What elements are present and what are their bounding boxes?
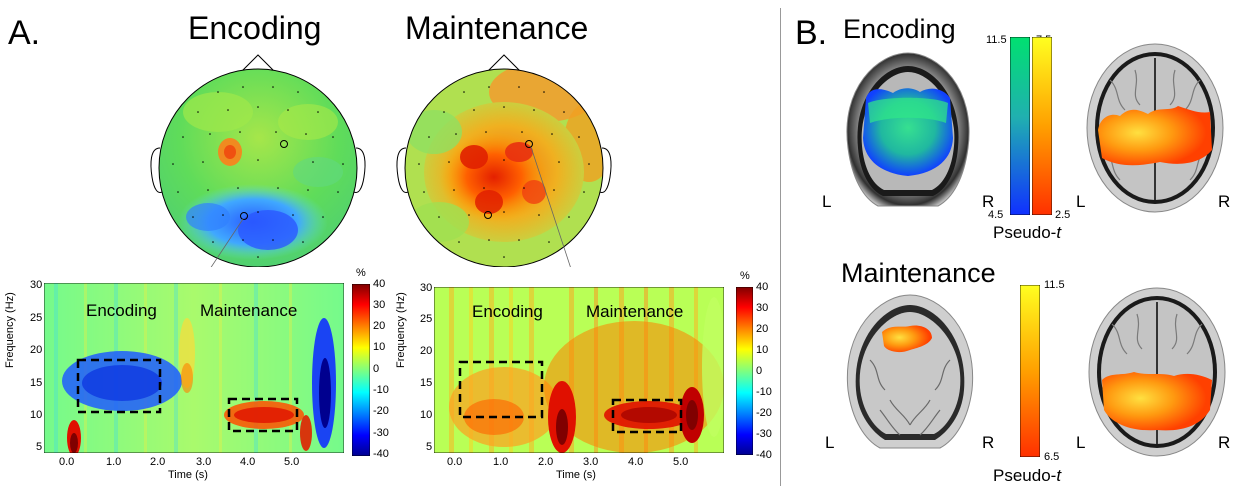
tf2-xtick: 3.0: [583, 456, 599, 468]
tf2-cb-tick: 0: [756, 365, 763, 377]
enc-cb-green-top: 11.5: [986, 34, 1007, 46]
enc-pseudo-t-label: Pseudo-t: [993, 223, 1062, 242]
maintenance-axial-brain: [1088, 287, 1226, 457]
tf1-cb-tick: 10: [373, 341, 386, 353]
tf2-xtick: 1.0: [493, 456, 509, 468]
enc-cb-red-bottom: 2.5: [1055, 209, 1071, 221]
tf1-ytick: 20: [30, 344, 43, 356]
tf2-ytick: 30: [420, 282, 433, 294]
tf2-xlabel: Time (s): [556, 469, 596, 481]
tf2-ytick: 5: [426, 441, 433, 453]
maint-axial-right-mark: R: [1218, 433, 1231, 452]
maintenance-scalp-map: [396, 54, 612, 267]
maint-coronal-left-mark: L: [825, 433, 835, 452]
tf2-plot: [434, 287, 724, 453]
panel-divider: [780, 8, 781, 486]
tf2-cb-tick: 10: [756, 344, 769, 356]
tf2-maintenance-label: Maintenance: [586, 302, 684, 321]
encoding-coronal-brain: [838, 48, 978, 210]
tf1-colorbar: [352, 284, 370, 456]
maintenance-coronal-brain: [846, 294, 974, 449]
tf2-ytick: 25: [420, 313, 433, 325]
tf1-xtick: 5.0: [284, 456, 300, 468]
tf1-xtick: 3.0: [196, 456, 212, 468]
enc-cb-blue-bottom: 4.5: [988, 209, 1004, 221]
maint-cb-bottom: 6.5: [1044, 451, 1060, 463]
tf1-xlabel: Time (s): [168, 469, 208, 481]
tf2-colorbar: [736, 287, 753, 455]
enc-coronal-right-mark: R: [982, 192, 995, 211]
tf1-xtick: 1.0: [106, 456, 122, 468]
tf2-cb-tick: 30: [756, 302, 769, 314]
maint-cb-top: 11.5: [1044, 279, 1065, 291]
tf1-ytick: 25: [30, 312, 43, 324]
tf1-ytick: 5: [36, 441, 43, 453]
tf1-cb-tick: 20: [373, 320, 386, 332]
encoding-axial-brain: [1086, 43, 1224, 213]
maint-axial-left-mark: L: [1076, 433, 1086, 452]
tf1-ytick: 15: [30, 377, 43, 389]
tf2-cb-tick: -30: [756, 428, 772, 440]
encoding-topo-title: Encoding: [188, 10, 322, 46]
tf1-plot: [44, 283, 344, 453]
tf1-cb-tick: -10: [373, 384, 389, 396]
tf1-maintenance-label: Maintenance: [200, 301, 298, 320]
maint-colorbar: [1020, 285, 1040, 457]
tf1-encoding-label: Encoding: [86, 301, 157, 320]
tf2-encoding-label: Encoding: [472, 302, 543, 321]
enc-coronal-left-mark: L: [822, 192, 832, 211]
enc-colorbar-green-blue: [1010, 37, 1030, 215]
tf2-ytick: 10: [420, 409, 433, 421]
tf2-cb-tick: -10: [756, 386, 772, 398]
tf1-cb-tick: 40: [373, 278, 386, 290]
tf2-colorbar-unit: %: [740, 270, 750, 282]
tf2-ylabel: Frequency (Hz): [395, 292, 407, 368]
tf1-ytick: 30: [30, 279, 43, 291]
tf1-xtick: 4.0: [240, 456, 256, 468]
encoding-source-title: Encoding: [843, 14, 956, 44]
panel-a-letter: A.: [8, 14, 41, 52]
enc-axial-left-mark: L: [1076, 192, 1086, 211]
tf1-xtick: 2.0: [150, 456, 166, 468]
tf1-cb-tick: 30: [373, 299, 386, 311]
tf1-cb-tick: -40: [373, 448, 389, 460]
maintenance-source-title: Maintenance: [841, 258, 996, 288]
enc-axial-right-mark: R: [1218, 192, 1231, 211]
enc-colorbar-yellow-red: [1032, 37, 1052, 215]
tf2-ytick: 20: [420, 345, 433, 357]
maint-coronal-right-mark: R: [982, 433, 995, 452]
tf1-ytick: 10: [30, 409, 43, 421]
panel-b-letter: B.: [795, 14, 828, 52]
tf1-cb-tick: -30: [373, 427, 389, 439]
tf1-ylabel: Frequency (Hz): [4, 292, 16, 368]
maintenance-topo-title: Maintenance: [405, 10, 589, 46]
tf1-xtick: 0.0: [59, 456, 75, 468]
tf2-xtick: 4.0: [628, 456, 644, 468]
tf2-cb-tick: -20: [756, 407, 772, 419]
tf2-xtick: 2.0: [538, 456, 554, 468]
maint-pseudo-t-label: Pseudo-t: [993, 466, 1062, 485]
tf2-cb-tick: 40: [756, 281, 769, 293]
encoding-scalp-map: [150, 54, 366, 267]
tf1-colorbar-unit: %: [356, 267, 366, 279]
tf2-ytick: 15: [420, 377, 433, 389]
tf2-xtick: 0.0: [447, 456, 463, 468]
tf1-cb-tick: -20: [373, 405, 389, 417]
tf2-cb-tick: -40: [756, 449, 772, 461]
tf1-cb-tick: 0: [373, 363, 380, 375]
tf2-cb-tick: 20: [756, 323, 769, 335]
tf2-xtick: 5.0: [673, 456, 689, 468]
